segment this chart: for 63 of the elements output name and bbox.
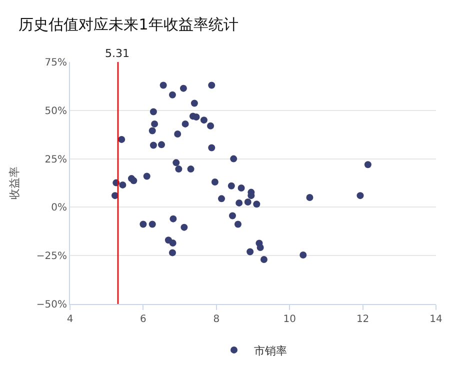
x-tick-label: 6 [140,314,146,325]
point [253,200,260,208]
point [208,82,216,89]
point [234,220,242,228]
point [172,159,180,166]
point [364,161,372,168]
x-tick-label: 12 [356,314,370,325]
point [180,84,187,92]
point [148,220,156,228]
point [300,252,307,259]
point [151,120,158,128]
y-tick-label: 0% [51,202,67,214]
x-tick-label: 8 [213,314,220,325]
point [158,141,165,148]
point [356,192,364,200]
point [160,82,167,89]
point [168,249,176,256]
point [192,113,200,120]
point [207,122,214,130]
point [118,136,126,143]
point [150,108,157,116]
y-tick-label: 75% [44,58,67,68]
point [230,155,238,162]
point [236,199,243,206]
point [228,182,235,190]
point [218,195,226,202]
point [150,142,157,149]
y-tick-label: 25% [44,154,67,166]
point [148,127,156,134]
y-tick-label: −50% [36,300,67,310]
y-tick-label: 50% [44,106,67,117]
point [170,215,177,222]
point [246,248,254,256]
point [180,224,188,231]
point [244,198,252,206]
point [169,240,176,247]
point [175,166,182,173]
point [306,194,314,202]
x-tick-label: 4 [66,314,74,325]
point [187,166,194,173]
point [182,120,189,128]
y-tick-label: −25% [36,251,67,262]
point [130,177,138,184]
point [200,116,208,124]
point [208,144,216,152]
point [256,244,264,251]
point [112,192,119,200]
x-tick-label: 14 [430,314,442,325]
point [119,181,126,188]
y-axis-title: 收益率 [8,166,22,200]
point [143,172,150,180]
point [229,212,236,220]
ref-line-label: 5.31 [105,47,130,60]
point [260,256,268,263]
point [140,220,147,228]
point [238,184,245,192]
x-tick-label: 10 [283,314,296,325]
point [168,91,176,98]
point [211,178,218,186]
chart-title: 历史估值对应未来1年收益率统计 [18,15,238,34]
point [190,100,198,107]
legend-label: 市销率 [254,344,287,358]
point [174,130,182,138]
